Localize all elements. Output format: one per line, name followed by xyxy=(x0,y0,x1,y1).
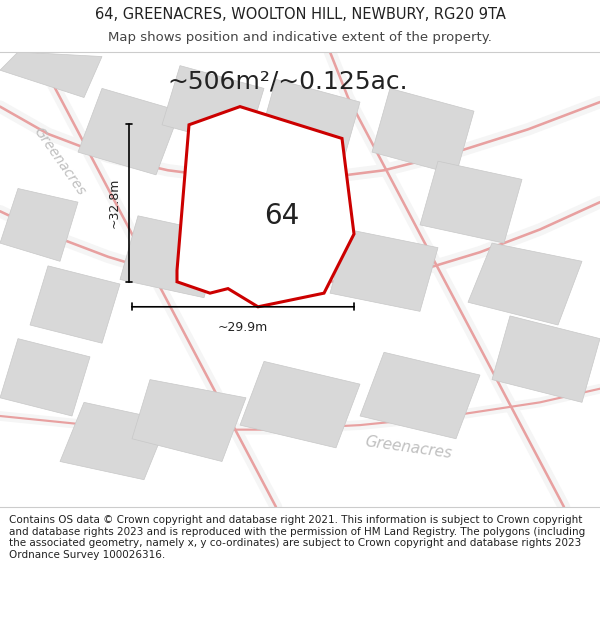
Polygon shape xyxy=(330,229,438,311)
Polygon shape xyxy=(468,243,582,325)
Polygon shape xyxy=(120,216,222,298)
Text: ~32.8m: ~32.8m xyxy=(107,178,121,228)
Text: 64: 64 xyxy=(265,202,299,230)
Polygon shape xyxy=(0,189,78,261)
Text: Map shows position and indicative extent of the property.: Map shows position and indicative extent… xyxy=(108,31,492,44)
Text: ~506m²/~0.125ac.: ~506m²/~0.125ac. xyxy=(167,69,409,94)
Polygon shape xyxy=(60,402,168,480)
Polygon shape xyxy=(492,316,600,402)
Polygon shape xyxy=(30,266,120,343)
Polygon shape xyxy=(258,79,360,166)
Polygon shape xyxy=(0,339,90,416)
Polygon shape xyxy=(420,161,522,243)
Polygon shape xyxy=(132,379,246,461)
Text: Greenacres: Greenacres xyxy=(364,434,452,461)
Polygon shape xyxy=(177,107,354,307)
Polygon shape xyxy=(240,361,360,448)
Polygon shape xyxy=(162,66,264,148)
Text: ~29.9m: ~29.9m xyxy=(218,321,268,334)
Polygon shape xyxy=(360,352,480,439)
Polygon shape xyxy=(372,88,474,175)
Polygon shape xyxy=(78,88,180,175)
Text: 64, GREENACRES, WOOLTON HILL, NEWBURY, RG20 9TA: 64, GREENACRES, WOOLTON HILL, NEWBURY, R… xyxy=(95,6,505,21)
Text: Contains OS data © Crown copyright and database right 2021. This information is : Contains OS data © Crown copyright and d… xyxy=(9,515,585,560)
Polygon shape xyxy=(0,52,102,98)
Text: Greenacres: Greenacres xyxy=(31,124,89,198)
